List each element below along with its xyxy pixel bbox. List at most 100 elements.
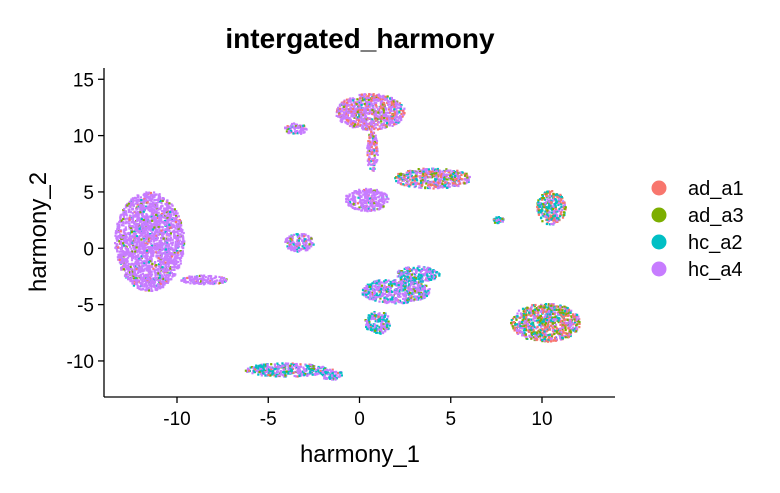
point-hc_a4 bbox=[365, 195, 369, 198]
point-hc_a4 bbox=[359, 117, 362, 120]
point-hc_a2 bbox=[419, 276, 422, 279]
point-hc_a2 bbox=[370, 312, 373, 315]
point-ad_a1 bbox=[368, 158, 371, 161]
point-hc_a4 bbox=[393, 301, 396, 304]
point-hc_a4 bbox=[388, 124, 391, 127]
point-hc_a4 bbox=[153, 202, 156, 205]
point-hc_a4 bbox=[373, 298, 376, 301]
point-hc_a4 bbox=[341, 102, 344, 105]
point-hc_a4 bbox=[391, 124, 394, 127]
point-hc_a4 bbox=[177, 254, 180, 257]
point-hc_a4 bbox=[363, 114, 367, 117]
point-hc_a2 bbox=[366, 327, 369, 330]
point-hc_a4 bbox=[459, 171, 462, 174]
point-hc_a4 bbox=[363, 288, 366, 291]
point-hc_a4 bbox=[143, 209, 146, 212]
point-hc_a4 bbox=[393, 297, 396, 300]
point-hc_a4 bbox=[178, 221, 181, 224]
point-hc_a2 bbox=[377, 279, 380, 282]
point-hc_a4 bbox=[176, 236, 179, 239]
point-hc_a4 bbox=[415, 173, 418, 176]
point-hc_a4 bbox=[404, 291, 407, 294]
point-hc_a4 bbox=[359, 200, 362, 203]
point-hc_a2 bbox=[155, 284, 158, 287]
point-hc_a4 bbox=[342, 103, 345, 106]
point-hc_a4 bbox=[380, 100, 384, 103]
point-hc_a4 bbox=[395, 103, 398, 106]
point-hc_a4 bbox=[179, 220, 182, 223]
point-ad_a3 bbox=[132, 271, 135, 274]
point-ad_a1 bbox=[434, 275, 437, 278]
point-hc_a4 bbox=[180, 256, 183, 259]
point-hc_a4 bbox=[149, 246, 152, 249]
point-hc_a4 bbox=[130, 268, 133, 271]
point-hc_a4 bbox=[142, 221, 146, 224]
point-hc_a4 bbox=[154, 233, 157, 236]
point-hc_a4 bbox=[167, 229, 170, 232]
point-hc_a4 bbox=[421, 288, 425, 291]
point-hc_a4 bbox=[348, 204, 351, 207]
point-hc_a4 bbox=[422, 290, 426, 293]
point-hc_a4 bbox=[167, 234, 171, 237]
point-hc_a4 bbox=[161, 257, 164, 260]
point-hc_a2 bbox=[425, 272, 428, 276]
point-hc_a2 bbox=[389, 280, 392, 283]
point-hc_a2 bbox=[397, 284, 400, 287]
point-hc_a4 bbox=[366, 127, 369, 130]
point-ad_a1 bbox=[348, 108, 351, 111]
point-hc_a4 bbox=[137, 245, 140, 249]
point-hc_a4 bbox=[169, 215, 172, 218]
point-hc_a4 bbox=[147, 234, 150, 238]
point-hc_a4 bbox=[153, 195, 156, 198]
point-hc_a4 bbox=[138, 243, 141, 246]
point-hc_a2 bbox=[455, 170, 458, 174]
point-hc_a2 bbox=[375, 282, 378, 285]
point-hc_a4 bbox=[153, 210, 156, 213]
point-hc_a4 bbox=[159, 245, 162, 248]
point-hc_a2 bbox=[182, 244, 185, 247]
point-hc_a4 bbox=[407, 267, 410, 271]
point-ad_a3 bbox=[126, 204, 129, 207]
point-hc_a4 bbox=[143, 274, 146, 277]
point-hc_a4 bbox=[139, 207, 142, 210]
point-ad_a3 bbox=[179, 221, 183, 224]
point-hc_a4 bbox=[154, 230, 157, 234]
point-ad_a1 bbox=[390, 101, 393, 104]
point-hc_a4 bbox=[134, 202, 138, 205]
point-hc_a4 bbox=[380, 205, 383, 208]
point-ad_a3 bbox=[385, 125, 388, 128]
point-hc_a2 bbox=[391, 296, 394, 299]
point-hc_a2 bbox=[378, 293, 381, 296]
point-hc_a2 bbox=[140, 217, 143, 220]
point-hc_a4 bbox=[341, 116, 344, 119]
point-hc_a4 bbox=[123, 236, 126, 239]
point-hc_a4 bbox=[131, 221, 134, 224]
point-hc_a4 bbox=[152, 249, 155, 252]
point-ad_a3 bbox=[120, 219, 123, 222]
point-hc_a4 bbox=[179, 233, 182, 236]
point-hc_a2 bbox=[387, 327, 390, 330]
point-hc_a4 bbox=[345, 104, 349, 107]
point-hc_a4 bbox=[158, 261, 162, 265]
point-hc_a4 bbox=[370, 142, 373, 145]
point-hc_a4 bbox=[291, 236, 294, 239]
point-hc_a2 bbox=[408, 185, 411, 188]
point-hc_a4 bbox=[293, 247, 296, 251]
point-hc_a4 bbox=[370, 149, 373, 152]
point-ad_a1 bbox=[359, 97, 362, 100]
point-ad_a1 bbox=[146, 201, 149, 204]
point-hc_a4 bbox=[130, 271, 133, 274]
point-hc_a4 bbox=[155, 266, 158, 269]
point-hc_a4 bbox=[351, 206, 354, 209]
point-hc_a4 bbox=[176, 243, 179, 246]
point-hc_a2 bbox=[443, 175, 446, 178]
point-ad_a3 bbox=[120, 237, 123, 240]
point-hc_a4 bbox=[155, 210, 158, 213]
point-hc_a2 bbox=[399, 107, 402, 110]
point-hc_a2 bbox=[382, 316, 385, 319]
point-ad_a1 bbox=[432, 180, 435, 183]
point-hc_a4 bbox=[394, 288, 397, 291]
point-hc_a4 bbox=[172, 210, 175, 213]
point-hc_a4 bbox=[159, 218, 162, 221]
point-hc_a4 bbox=[116, 237, 119, 240]
